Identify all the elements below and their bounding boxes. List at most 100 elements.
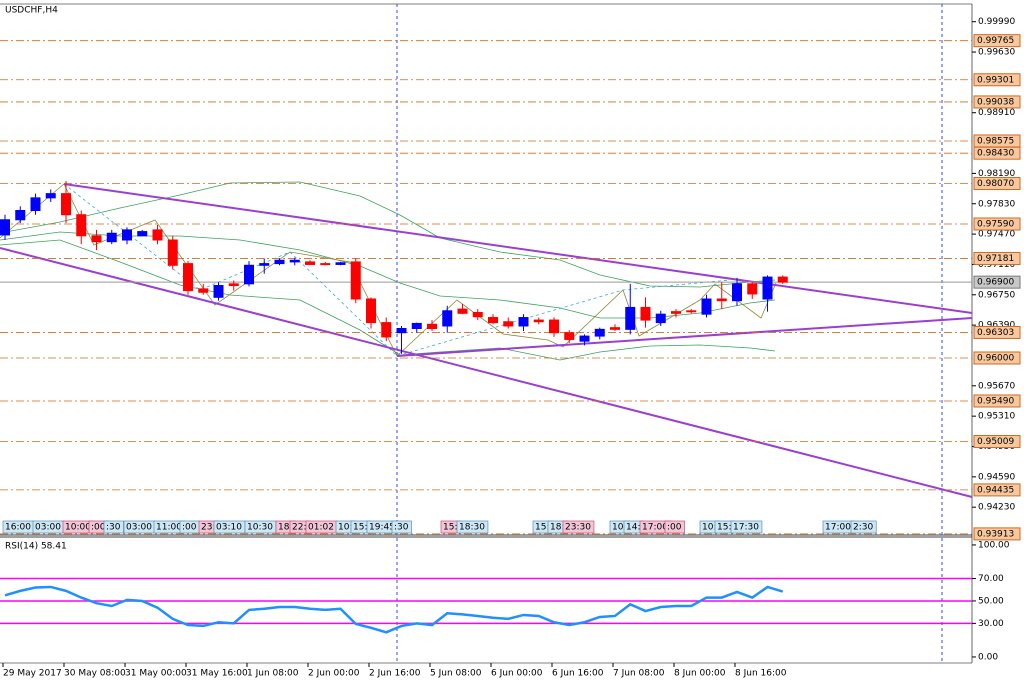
candle-body	[106, 232, 117, 243]
candle-body	[228, 283, 239, 287]
candle-body	[564, 332, 575, 340]
level-box	[973, 527, 1021, 541]
y-tick-label: 50.00	[978, 596, 1004, 606]
order-tag: 01:02	[308, 523, 334, 533]
order-tag: :00	[182, 523, 197, 533]
order-tag: 11:00	[156, 523, 182, 533]
order-tag: 22:	[292, 523, 306, 533]
order-tag-box	[391, 520, 412, 534]
level-box	[973, 435, 1021, 449]
order-tag: 14:	[626, 523, 640, 533]
x-tick-label: 2 Jun 00:00	[308, 669, 360, 679]
x-tick-label: 8 Jun 00:00	[674, 669, 726, 679]
level-box	[973, 483, 1021, 497]
candle-body	[488, 317, 498, 324]
level-label: 0.99038	[977, 97, 1014, 107]
candle-body	[442, 310, 453, 327]
trend-line	[0, 247, 973, 498]
y-tick-label: 0.98910	[978, 108, 1015, 118]
level-label: 0.94435	[977, 485, 1014, 495]
order-tag-box	[562, 520, 595, 534]
x-tick-label: 31 May 16:00	[186, 669, 248, 679]
level-box	[973, 325, 1021, 339]
order-tag: 17:00	[642, 523, 668, 533]
candle-body	[213, 285, 224, 298]
candle-body	[594, 328, 605, 337]
x-tick-label: 2 Jun 16:00	[369, 669, 421, 679]
level-label: 0.93913	[977, 529, 1014, 539]
y-tick-label: 0.94230	[978, 503, 1015, 513]
candle-body	[15, 210, 26, 221]
level-label: 0.98070	[977, 179, 1014, 189]
y-tick-label: 0.97470	[978, 230, 1015, 240]
trend-line	[396, 317, 973, 357]
y-tick-label: 0.96750	[978, 290, 1015, 300]
level-label: 0.97181	[977, 254, 1014, 264]
rsi-line	[4, 585, 784, 634]
candle-body	[137, 231, 148, 237]
order-tag: 15:	[443, 523, 457, 533]
candle-body	[655, 313, 666, 324]
bollinger-upper	[0, 181, 776, 288]
candle-body	[76, 214, 87, 237]
order-tag-box	[850, 520, 877, 534]
level-label: 0.99765	[977, 36, 1014, 46]
level-box	[973, 177, 1021, 191]
order-tag: 18:	[550, 523, 564, 533]
candle-body	[61, 193, 71, 216]
level-label: 0.98575	[977, 136, 1014, 146]
y-tick-label: 70.00	[978, 574, 1004, 584]
order-tag: 16:00	[5, 523, 31, 533]
bollinger-middle	[0, 231, 776, 319]
level-box	[973, 394, 1021, 408]
level-box	[973, 351, 1021, 365]
order-tag: :00	[667, 523, 682, 533]
order-tag: 19:45	[369, 523, 395, 533]
level-box	[973, 34, 1021, 48]
candle-body	[533, 319, 544, 323]
level-box	[973, 95, 1021, 109]
y-tick-label: 0.95670	[978, 381, 1015, 391]
x-tick-label: 7 Jun 08:00	[613, 669, 665, 679]
candle-body	[91, 235, 102, 243]
y-tick-label: 100.00	[978, 540, 1010, 550]
x-tick-label: 6 Jun 16:00	[552, 669, 604, 679]
candle-body	[762, 276, 773, 300]
order-tag: 03:10	[216, 523, 242, 533]
candle-body	[152, 229, 163, 241]
level-label: 0.98430	[977, 149, 1014, 159]
order-tag: :00	[91, 523, 106, 533]
level-box	[973, 217, 1021, 231]
order-tag: 10:	[612, 523, 626, 533]
indicator-title: RSI(14) 58.41	[5, 542, 67, 552]
level-label: 0.96303	[977, 328, 1014, 338]
level-label: 0.96000	[977, 354, 1014, 364]
candle-body	[457, 308, 468, 314]
candle-body	[274, 259, 285, 265]
y-tick-label: 0.99630	[978, 48, 1015, 58]
order-tag: 10:	[338, 523, 352, 533]
order-tag: 15:	[717, 523, 731, 533]
current-price-label: 0.96900	[977, 278, 1014, 288]
x-tick-label: 31 May 00:00	[125, 669, 187, 679]
order-tag-box	[664, 520, 685, 534]
x-tick-label: 30 May 08:00	[64, 669, 126, 679]
order-tag: 18:30	[459, 523, 485, 533]
candle-body	[610, 327, 620, 330]
order-tag: 15:	[353, 523, 367, 533]
order-tag: 03:00	[126, 523, 152, 533]
order-tag: :30	[394, 523, 409, 533]
candle-body	[732, 283, 742, 302]
x-tick-label: 5 Jun 08:00	[430, 669, 482, 679]
candle-body	[701, 298, 712, 315]
y-tick-label: 0.96390	[978, 321, 1015, 331]
order-tag: 15:	[535, 523, 549, 533]
candle-body	[472, 311, 483, 318]
candle-body	[640, 306, 651, 321]
level-label: 0.99301	[977, 75, 1014, 85]
order-tag-box	[103, 520, 124, 534]
trend-line	[63, 183, 973, 314]
y-tick-label: 0.94590	[978, 472, 1015, 482]
candle-body	[427, 323, 437, 329]
